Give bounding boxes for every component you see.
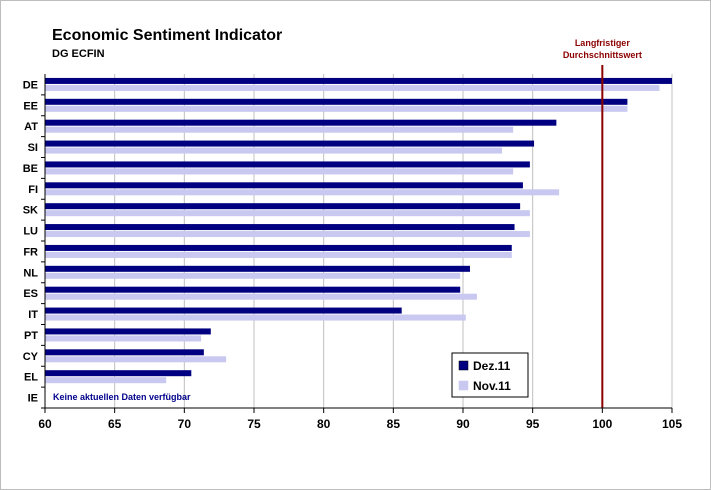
bar-nov11	[45, 314, 466, 321]
bar-dez11	[45, 349, 204, 356]
category-label: BE	[23, 163, 38, 175]
bar-dez11	[45, 328, 211, 335]
bar-dez11	[45, 244, 512, 251]
chart-subtitle: DG ECFIN	[52, 48, 105, 60]
reference-line-group: Langfristiger Durchschnittswert	[563, 38, 642, 408]
x-tick-label: 100	[592, 417, 612, 431]
category-label: SK	[23, 205, 38, 217]
bar-dez11	[45, 161, 530, 168]
legend-swatch-dez	[458, 360, 469, 371]
category-label: SI	[28, 142, 38, 154]
bar-nov11	[45, 272, 461, 279]
category-label: DE	[23, 79, 38, 91]
bar-nov11	[45, 189, 560, 196]
x-tick-label: 65	[108, 417, 122, 431]
reference-line-label: Durchschnittswert	[563, 50, 642, 60]
bar-nov11	[45, 147, 503, 154]
chart-title: Economic Sentiment Indicator	[52, 27, 282, 44]
bar-dez11	[45, 119, 557, 126]
reference-line-label: Langfristiger	[575, 38, 631, 48]
x-tick-label: 70	[178, 417, 192, 431]
bar-nov11	[45, 231, 530, 238]
category-label: EL	[24, 372, 38, 384]
bar-nov11	[45, 126, 514, 133]
x-tick-label: 75	[247, 417, 261, 431]
bar-dez11	[45, 265, 470, 272]
category-label: IE	[28, 393, 38, 405]
category-label: FR	[23, 246, 38, 258]
bar-nov11	[45, 210, 530, 217]
bar-dez11	[45, 203, 521, 210]
bar-nov11	[45, 335, 202, 342]
category-label: IT	[28, 309, 38, 321]
bar-dez11	[45, 77, 672, 84]
category-label: ES	[23, 288, 38, 300]
bar-nov11	[45, 293, 477, 300]
bar-nov11	[45, 168, 514, 175]
bar-dez11	[45, 98, 628, 105]
category-label: FI	[28, 184, 38, 196]
legend-label-dez: Dez.11	[473, 359, 511, 373]
x-tick-label: 95	[526, 417, 540, 431]
category-label: LU	[23, 226, 38, 238]
x-tick-labels: 60 65 70 75 80 85 90 95 100 105	[38, 417, 682, 431]
bar-nov11	[45, 84, 660, 91]
bar-nov11	[45, 105, 628, 112]
x-tick-label: 85	[387, 417, 401, 431]
x-tick-label: 105	[662, 417, 682, 431]
category-label: PT	[24, 330, 38, 342]
bars	[45, 77, 672, 384]
category-label: CY	[23, 351, 39, 363]
legend-label-nov: Nov.11	[473, 379, 511, 393]
bar-dez11	[45, 224, 515, 231]
x-tick-label: 80	[317, 417, 331, 431]
x-tick-label: 60	[38, 417, 52, 431]
bar-nov11	[45, 356, 227, 363]
category-label: EE	[23, 100, 38, 112]
bar-dez11	[45, 286, 461, 293]
bar-dez11	[45, 370, 192, 377]
category-label: AT	[24, 121, 38, 133]
x-tick-label: 90	[456, 417, 470, 431]
bar-dez11	[45, 140, 535, 147]
bar-nov11	[45, 251, 512, 258]
no-data-note: Keine aktuellen Daten verfügbar	[53, 392, 191, 402]
legend-swatch-nov	[458, 380, 469, 391]
bar-nov11	[45, 377, 167, 384]
axes	[41, 74, 673, 413]
category-labels: DE EE AT SI BE FI SK LU FR NL ES IT PT CY EL IE	[23, 79, 39, 404]
bar-dez11	[45, 307, 402, 314]
bar-dez11	[45, 182, 523, 189]
legend: Dez.11 Nov.11	[451, 352, 529, 398]
category-label: NL	[23, 267, 38, 279]
